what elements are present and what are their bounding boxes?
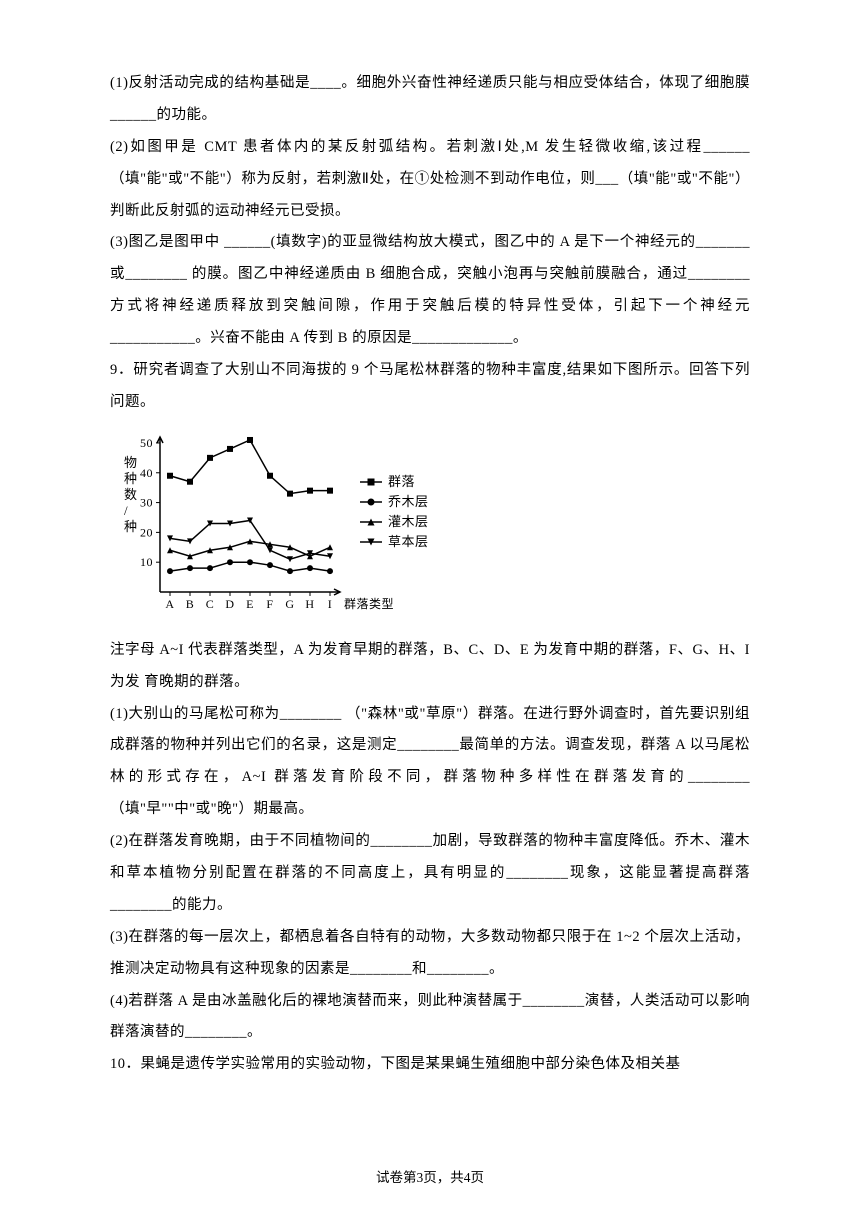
svg-text:物: 物 [124, 455, 138, 470]
q9-intro: 9．研究者调查了大别山不同海拔的 9 个马尾松林群落的物种丰富度,结果如下图所示… [110, 355, 750, 419]
svg-text:10: 10 [140, 555, 153, 569]
svg-text:灌木层: 灌木层 [388, 514, 429, 529]
svg-text:群落类型: 群落类型 [344, 597, 394, 611]
page-footer: 试卷第3页，共4页 [0, 1166, 860, 1186]
species-richness-chart: 1020304050ABCDEFGHI物种数/种群落类型群落乔木层灌木层草本层 [110, 427, 490, 627]
svg-text:I: I [328, 597, 333, 611]
svg-text:30: 30 [140, 495, 153, 509]
svg-text:20: 20 [140, 525, 153, 539]
svg-text:C: C [206, 597, 215, 611]
q8-p2: (2)如图甲是 CMT 患者体内的某反射弧结构。若刺激Ⅰ处,M 发生轻微收缩,该… [110, 132, 750, 228]
q9-p1: (1)大别山的马尾松可称为________ （"森林"或"草原"）群落。在进行野… [110, 699, 750, 827]
q8-p3: (3)图乙是图甲中 ______(填数字)的亚显微结构放大模式，图乙中的 A 是… [110, 227, 750, 355]
svg-text:种: 种 [124, 519, 138, 534]
svg-text:A: A [165, 597, 174, 611]
svg-text:G: G [285, 597, 294, 611]
q9-p2: (2)在群落发育晚期，由于不同植物间的________加剧，导致群落的物种丰富度… [110, 826, 750, 922]
svg-text:50: 50 [140, 436, 153, 450]
svg-text:种: 种 [124, 471, 138, 486]
svg-text:群落: 群落 [388, 474, 415, 489]
q9-p4: (4)若群落 A 是由冰盖融化后的裸地演替而来，则此种演替属于________演… [110, 986, 750, 1050]
svg-text:D: D [225, 597, 234, 611]
svg-text:草本层: 草本层 [388, 534, 429, 549]
q8-p1: (1)反射活动完成的结构基础是____。细胞外兴奋性神经递质只能与相应受体结合，… [110, 68, 750, 132]
page-content: (1)反射活动完成的结构基础是____。细胞外兴奋性神经递质只能与相应受体结合，… [0, 0, 860, 1121]
svg-text:E: E [246, 597, 254, 611]
svg-text:H: H [305, 597, 314, 611]
svg-text:乔木层: 乔木层 [388, 494, 429, 509]
svg-text:/: / [124, 503, 128, 518]
svg-text:40: 40 [140, 466, 153, 480]
chart-container: 1020304050ABCDEFGHI物种数/种群落类型群落乔木层灌木层草本层 [110, 427, 750, 627]
svg-text:F: F [266, 597, 273, 611]
q9-p3: (3)在群落的每一层次上，都栖息着各自特有的动物，大多数动物都只限于在 1~2 … [110, 922, 750, 986]
q9-note: 注字母 A~I 代表群落类型，A 为发育早期的群落，B、C、D、E 为发育中期的… [110, 635, 750, 699]
svg-text:数: 数 [124, 487, 138, 502]
svg-text:B: B [186, 597, 195, 611]
q10-intro: 10．果蝇是遗传学实验常用的实验动物，下图是某果蝇生殖细胞中部分染色体及相关基 [110, 1049, 750, 1081]
